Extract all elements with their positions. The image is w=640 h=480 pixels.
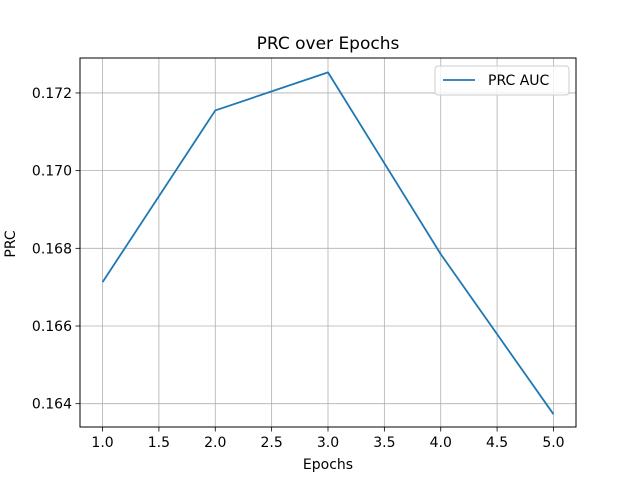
y-axis-ticks: 0.164 0.166 0.168 0.170 0.172 <box>32 86 80 413</box>
x-tick-label: 1.0 <box>91 435 113 451</box>
y-tick-label: 0.166 <box>32 319 72 335</box>
x-tick-label: 1.5 <box>148 435 170 451</box>
x-tick-label: 4.5 <box>486 435 508 451</box>
grid <box>80 58 576 427</box>
x-axis-label: Epochs <box>303 457 353 473</box>
series-layer <box>101 71 555 415</box>
x-tick-label: 3.5 <box>373 435 395 451</box>
x-axis-ticks: 1.0 1.5 2.0 2.5 3.0 3.5 4.0 4.5 5.0 <box>91 427 565 451</box>
y-axis-label: PRC <box>3 230 19 257</box>
y-tick-label: 0.164 <box>32 397 72 413</box>
x-tick-label: 2.5 <box>261 435 283 451</box>
chart-title: PRC over Epochs <box>257 34 400 54</box>
legend-label: PRC AUC <box>488 73 550 89</box>
y-tick-label: 0.172 <box>32 86 72 102</box>
legend: PRC AUC <box>434 65 570 96</box>
x-tick-label: 5.0 <box>542 435 564 451</box>
y-tick-label: 0.168 <box>32 241 72 257</box>
x-tick-label: 2.0 <box>204 435 226 451</box>
legend-box <box>434 65 570 96</box>
x-tick-label: 3.0 <box>317 435 339 451</box>
y-tick-label: 0.170 <box>32 164 72 180</box>
x-tick-label: 4.0 <box>430 435 452 451</box>
